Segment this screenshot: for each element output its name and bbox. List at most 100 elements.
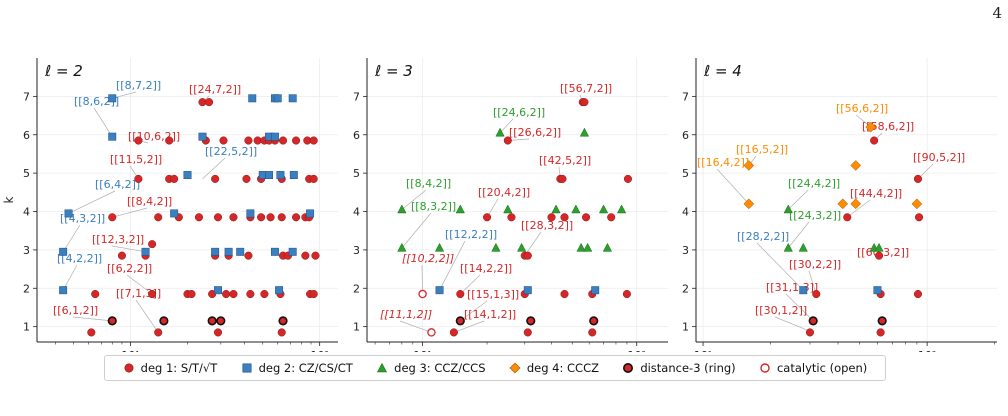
annotation-leader — [787, 221, 810, 249]
x-tick-label: 10¹ — [121, 349, 139, 352]
deg2-point — [288, 94, 297, 103]
deg1-point — [560, 289, 569, 299]
deg2-point — [435, 286, 444, 295]
distance3-point — [278, 316, 288, 326]
deg4-point — [850, 198, 862, 210]
deg1-point — [211, 174, 220, 183]
code-annotation: [[31,1,3]] — [766, 281, 818, 294]
distance3-point — [207, 316, 217, 326]
deg1-point — [154, 213, 163, 222]
deg3-point — [551, 204, 561, 214]
deg2-point — [246, 209, 255, 218]
annotation-leader — [112, 207, 148, 218]
legend-item-deg3: deg 3: CCZ/CCS — [376, 361, 486, 375]
annotation-leader — [68, 190, 116, 214]
deg1-point — [913, 174, 923, 183]
deg3-point — [576, 242, 586, 252]
code-annotation: [[11,1,2]] — [380, 308, 432, 321]
annotation-leader — [72, 316, 113, 322]
deg1-point — [108, 213, 117, 222]
deg3-point — [783, 204, 793, 214]
deg2-point — [276, 171, 285, 180]
deg3-point — [616, 204, 627, 214]
annotation-leader — [716, 168, 750, 205]
panel-2: 10¹ 10² 1 2 3 4 5 6 7 ℓ = 3 [[11,1,2]] [[14,1,2]] [[… — [353, 58, 668, 352]
y-tick-label: 6 — [353, 129, 360, 142]
deg2-point — [306, 209, 315, 218]
panel-1: 10¹10²1234567kℓ = 2[[6,1,2]][[7,1,3]][[6… — [2, 58, 338, 352]
legend-label-deg4: deg 4: CCCZ — [526, 361, 599, 375]
y-tick-label: 3 — [682, 244, 689, 257]
y-tick-label: 7 — [682, 90, 689, 103]
legend-label-deg2: deg 2: CZ/CS/CT — [258, 361, 353, 375]
legend-label-deg1: deg 1: S/T/√T — [140, 361, 218, 375]
distance3-point — [159, 316, 169, 326]
y-tick-label: 2 — [23, 282, 30, 295]
distance3-point — [526, 316, 536, 326]
catalytic-point — [418, 289, 427, 299]
triangle-marker-icon — [377, 362, 388, 373]
deg1-point — [309, 174, 318, 183]
deg2-point — [270, 247, 279, 256]
square-marker-icon — [242, 363, 252, 373]
code-annotation: [[24,6,2]] — [493, 106, 545, 119]
panel-3: 10¹ 10² 1 2 3 4 5 6 7 ℓ = 4 [[30,1,2]] [[31,1,3]] [[… — [682, 58, 997, 352]
deg1-point — [449, 328, 458, 337]
deg2-point — [523, 286, 532, 295]
deg1-point — [148, 289, 157, 299]
deg1-point — [311, 251, 320, 260]
deg1-point — [194, 213, 204, 222]
code-annotation: [[16,4,2]] — [697, 156, 749, 169]
deg1-point — [874, 251, 884, 260]
deg1-point — [291, 136, 301, 145]
deg1-point — [260, 289, 269, 299]
code-annotation: [[8,7,2]] — [116, 79, 161, 92]
annotation-leader — [135, 299, 159, 333]
deg2-point — [214, 286, 222, 295]
deg1-point — [246, 289, 255, 299]
deg3-point — [602, 242, 613, 252]
x-tick-label: 10¹ — [413, 349, 431, 352]
deg1-point — [623, 174, 632, 183]
deg2-point — [289, 171, 298, 180]
deg3-point — [874, 242, 884, 252]
annotation-leader — [847, 199, 871, 218]
deg4-point — [743, 160, 755, 171]
deg3-point — [397, 204, 407, 214]
legend: deg 1: S/T/√T deg 2: CZ/CS/CT deg 3: CCZ… — [104, 355, 886, 381]
deg1-point — [277, 328, 286, 337]
deg1-point — [582, 213, 591, 222]
code-annotation: [[11,5,2]] — [110, 153, 162, 166]
deg1-point — [148, 240, 157, 249]
code-annotation: [[8,4,2]] — [406, 177, 451, 190]
diamond-marker-icon — [509, 362, 521, 374]
deg1-point — [309, 136, 318, 145]
annotation-leader — [439, 240, 466, 291]
deg1-point — [291, 213, 301, 222]
legend-item-catalytic: catalytic (open) — [759, 361, 867, 375]
code-annotation: [[14,1,2]] — [464, 308, 516, 321]
y-tick-label: 1 — [23, 321, 30, 334]
annotation-leader — [460, 274, 481, 295]
deg2-point — [59, 247, 68, 256]
code-annotation: [[24,7,2]] — [189, 83, 241, 96]
y-tick-label: 4 — [23, 206, 30, 219]
y-tick-label: 5 — [682, 167, 689, 180]
code-annotation: [[28,2,2]] — [737, 230, 789, 243]
deg1-point — [170, 174, 179, 183]
deg2-point — [183, 171, 192, 180]
page-number: 4 — [992, 4, 1002, 22]
deg2-point — [170, 209, 179, 218]
deg3-point — [516, 242, 527, 252]
deg1-point — [607, 213, 616, 222]
code-annotation: [[6,4,2]] — [95, 178, 140, 191]
y-tick-label: 6 — [682, 129, 689, 142]
annotation-leader — [785, 293, 814, 322]
deg1-point — [588, 328, 597, 337]
code-annotation: [[10,2,2]] — [402, 252, 454, 265]
deg4-point — [837, 198, 849, 210]
deg1-point — [219, 136, 228, 145]
deg1-point — [870, 136, 879, 145]
deg4-point — [850, 160, 862, 171]
deg1-point — [187, 289, 196, 299]
